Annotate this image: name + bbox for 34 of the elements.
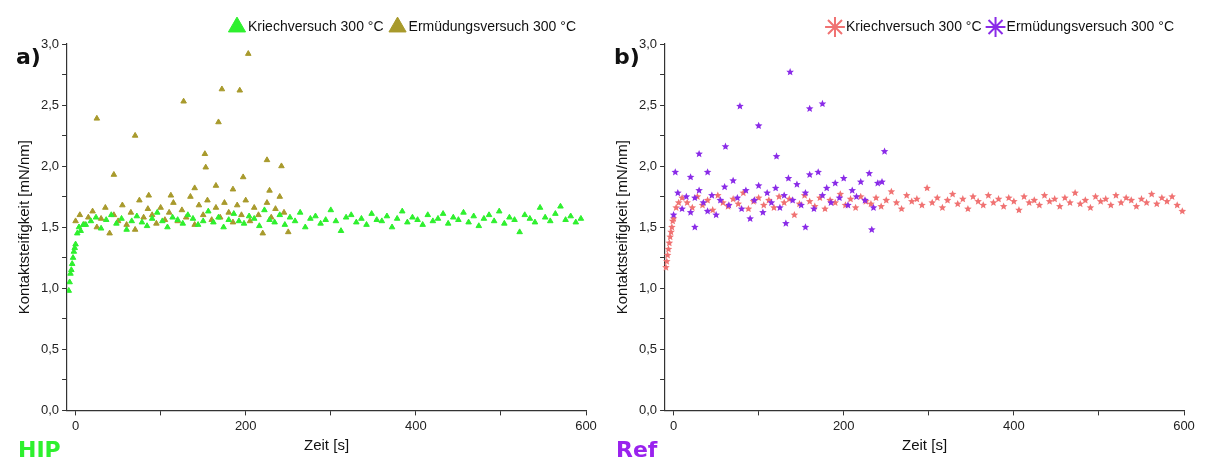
- text: Ref: [616, 437, 658, 462]
- y-tick-label: 1,5: [638, 218, 658, 234]
- legend-label: Ermüdungsversuch 300 °C: [1006, 17, 1175, 34]
- x-tick-label: 400: [1003, 417, 1025, 433]
- y-tick-label: 2,0: [40, 157, 60, 173]
- y-tick-label: 1,0: [638, 279, 658, 295]
- text: a): [16, 44, 41, 69]
- y-tick-label: 3,0: [40, 35, 60, 51]
- x-axis-title: Zeit [s]: [902, 436, 948, 454]
- y-tick-label: 1,5: [40, 218, 60, 234]
- y-tick-label: 3,0: [638, 35, 658, 51]
- x-tick-label: 200: [832, 417, 855, 433]
- y-tick-label: 2,0: [638, 157, 658, 173]
- y-tick-label: 0,0: [40, 401, 60, 417]
- x-tick-label: 600: [1173, 417, 1195, 433]
- x-tick-label: 600: [575, 417, 597, 433]
- y-tick-label: 1,0: [40, 279, 60, 295]
- y-tick-label: 2,5: [40, 96, 60, 112]
- x-tick-label: 200: [234, 417, 257, 433]
- y-axis-title: Kontaktsteifigkeit [mN/nm]: [15, 140, 33, 315]
- text: b): [614, 44, 640, 69]
- x-tick-label: 400: [405, 417, 427, 433]
- x-tick-label: 0: [669, 417, 678, 433]
- text: HIP: [18, 437, 61, 462]
- y-axis-title: Kontaktsteifigkeit [mN/nm]: [613, 140, 631, 315]
- y-tick-label: 0,5: [638, 340, 658, 356]
- legend-label: Ermüdungsversuch 300 °C: [408, 17, 577, 34]
- y-tick-label: 0,0: [638, 401, 658, 417]
- y-tick-label: 0,5: [40, 340, 60, 356]
- x-tick-label: 0: [71, 417, 80, 433]
- legend-label: Kriechversuch 300 °C: [247, 17, 384, 34]
- y-tick-label: 2,5: [638, 96, 658, 112]
- x-axis-title: Zeit [s]: [304, 436, 350, 454]
- legend-label: Kriechversuch 300 °C: [845, 17, 982, 34]
